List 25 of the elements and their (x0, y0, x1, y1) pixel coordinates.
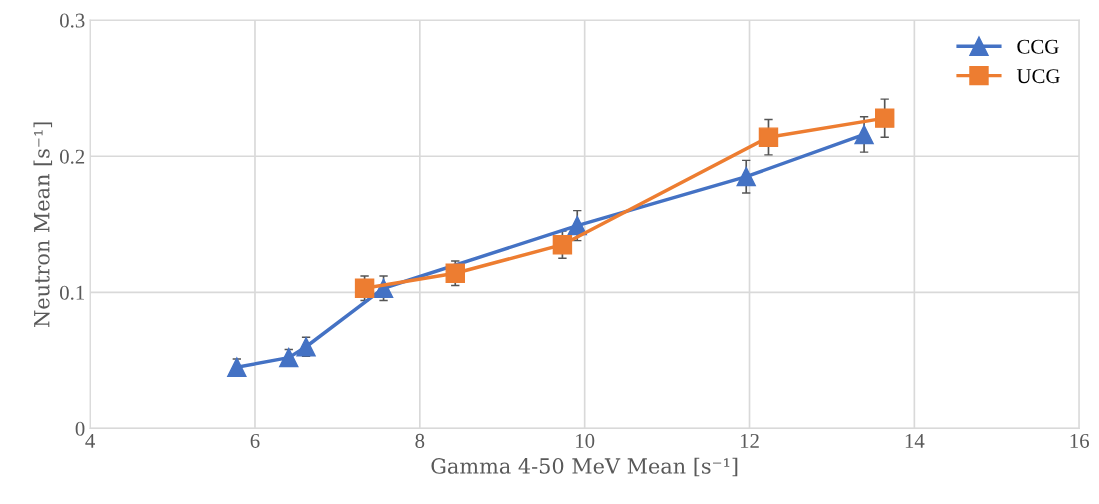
point (445, 263, 465, 283)
x-tick-label: 6 (250, 433, 260, 448)
point (854, 124, 874, 145)
legend-label: CCG (1017, 39, 1059, 54)
y-tick-label: 0.1 (60, 285, 85, 300)
x-axis-title: Gamma 4-50 MeV Mean [s⁻¹] (431, 457, 738, 477)
legend-label: UCG (1016, 69, 1060, 84)
x-tick-label: 12 (740, 433, 759, 448)
y-tick-label: 0.2 (60, 149, 85, 164)
point (296, 337, 316, 357)
point (227, 357, 247, 377)
point (279, 347, 299, 368)
y-axis-title: Neutron Mean [s⁻¹] (33, 122, 53, 327)
x-tick-label: 10 (576, 433, 595, 448)
x-tick-label: 4 (85, 434, 95, 448)
point (874, 108, 895, 128)
y-tick-label: 0.3 (60, 13, 85, 28)
point (758, 127, 779, 147)
point (552, 234, 573, 255)
point (736, 166, 756, 187)
x-tick-label: 8 (415, 433, 425, 448)
x-tick-label: 14 (905, 433, 925, 448)
x-tick-label: 16 (1070, 433, 1090, 448)
y-tick-label: 0 (75, 421, 85, 436)
point (354, 278, 375, 298)
